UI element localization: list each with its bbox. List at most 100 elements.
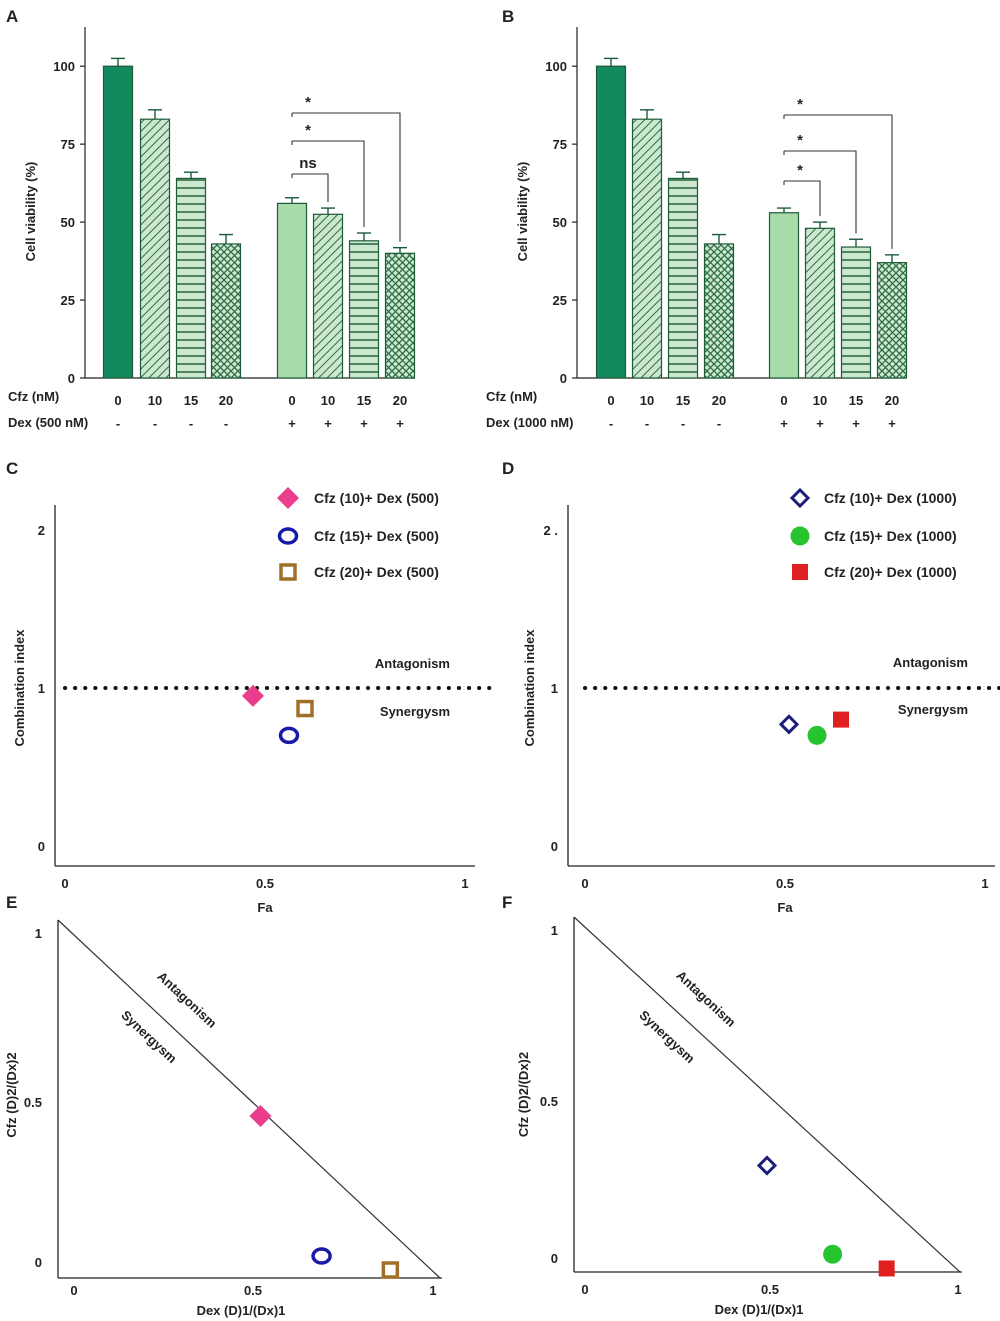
legend-label: Cfz (15)+ Dex (500)	[314, 528, 439, 544]
dex-sign-label: +	[780, 416, 788, 431]
additivity-line	[573, 916, 961, 1273]
zone-label-antagonism: Antagonism	[673, 968, 738, 1030]
x-tick-label: 15	[676, 393, 690, 408]
x-tick-label: 0	[288, 393, 295, 408]
significance-bracket	[784, 150, 857, 234]
bar	[102, 65, 134, 379]
x-tick-label: 0	[780, 393, 787, 408]
zone-label-antagonism: Antagonism	[154, 969, 219, 1031]
y-tick-label: 1	[551, 681, 558, 696]
x-axis-label: Dex (D)1/(Dx)1	[197, 1303, 286, 1318]
zone-label-synergysm: Synergysm	[118, 1007, 179, 1066]
x-axis-label: Fa	[777, 900, 793, 915]
y-tick-label: 25	[61, 293, 75, 308]
y-axis-label: Cfz (D)2/(Dx)2	[4, 1052, 19, 1137]
bar	[667, 177, 699, 379]
x-tick-label: 0	[581, 876, 588, 891]
x-axis-label: Dex (D)1/(Dx)1	[715, 1302, 804, 1317]
x-tick-label: 15	[184, 393, 198, 408]
significance-label: *	[797, 96, 803, 113]
x-tick-label: 0	[607, 393, 614, 408]
significance-bracket	[292, 112, 401, 242]
bar	[595, 65, 627, 379]
bar	[384, 252, 416, 379]
x-tick-label: 0	[70, 1283, 77, 1298]
data-point	[296, 699, 314, 718]
bar	[210, 243, 242, 379]
zone-label-antagonism: Antagonism	[893, 655, 968, 670]
dex-sign-label: -	[717, 416, 721, 431]
y-tick-label: 75	[553, 137, 567, 152]
y-axis-label: Combination index	[522, 629, 537, 747]
panel-c: C 0 1 2 0 0.5 1 Fa Combination index Antagonism Sy…	[6, 459, 497, 915]
x-tick-label: 0	[581, 1282, 588, 1297]
panel-letter: B	[502, 7, 514, 26]
significance-bracket	[292, 173, 329, 203]
data-point	[778, 714, 800, 735]
significance-label: *	[797, 162, 803, 179]
y-tick-label: 100	[545, 59, 567, 74]
y-tick-label: 50	[61, 215, 75, 230]
x-tick-label: 0	[61, 876, 68, 891]
dex-sign-label: +	[360, 416, 368, 431]
legend-marker	[789, 487, 811, 509]
y-tick-label: 25	[553, 293, 567, 308]
bar	[840, 246, 872, 379]
dex-sign-label: -	[189, 416, 193, 431]
dex-sign-label: +	[288, 416, 296, 431]
x-tick-label: 10	[640, 393, 654, 408]
bar	[276, 202, 308, 379]
bar	[175, 177, 207, 379]
legend-label: Cfz (20)+ Dex (1000)	[824, 564, 957, 580]
legend-label: Cfz (10)+ Dex (1000)	[824, 490, 957, 506]
x-tick-label: 10	[813, 393, 827, 408]
x-tick-label: 20	[885, 393, 899, 408]
legend-marker	[790, 526, 810, 546]
significance-bracket	[292, 140, 365, 228]
y-tick-label: 50	[553, 215, 567, 230]
y-tick-label: 0	[38, 839, 45, 854]
panel-letter: E	[6, 893, 17, 912]
row-label-dex: Dex (1000 nM)	[486, 415, 573, 430]
significance-label: *	[305, 94, 311, 111]
data-point	[807, 725, 827, 745]
significance-label: ns	[299, 155, 317, 172]
legend-marker	[277, 487, 299, 509]
data-point	[823, 1244, 843, 1264]
data-point	[278, 726, 300, 745]
legend-label: Cfz (20)+ Dex (500)	[314, 564, 439, 580]
y-axis-label: Cell viability (%)	[515, 162, 530, 262]
dex-sign-label: -	[116, 416, 120, 431]
y-tick-label: 0	[551, 839, 558, 854]
y-axis-label: Cell viability (%)	[23, 162, 38, 262]
data-point	[756, 1155, 778, 1176]
y-tick-label: 0.5	[24, 1095, 42, 1110]
x-tick-label: 20	[393, 393, 407, 408]
dex-sign-label: -	[224, 416, 228, 431]
bar	[876, 262, 908, 379]
y-tick-label: 1	[35, 926, 42, 941]
y-tick-label: 2 .	[544, 523, 558, 538]
bar	[139, 118, 171, 379]
panel-letter: D	[502, 459, 514, 478]
dex-sign-label: +	[324, 416, 332, 431]
panel-d: D 0 1 2 . 0 0.5 1 Fa Combination index Antagonism…	[502, 459, 1000, 915]
bar	[348, 240, 380, 379]
data-point	[311, 1247, 332, 1265]
x-tick-label: 20	[712, 393, 726, 408]
x-tick-label: 1	[954, 1282, 961, 1297]
x-tick-label: 0.5	[256, 876, 274, 891]
significance-label: *	[797, 132, 803, 149]
y-tick-label: 0	[35, 1255, 42, 1270]
additivity-line	[57, 919, 441, 1279]
data-point	[878, 1260, 895, 1277]
y-axis-label: Combination index	[12, 629, 27, 747]
x-tick-label: 15	[849, 393, 863, 408]
legend-marker	[279, 563, 297, 581]
dex-sign-label: +	[816, 416, 824, 431]
dex-sign-label: -	[153, 416, 157, 431]
legend-marker	[792, 564, 808, 580]
x-tick-label: 10	[148, 393, 162, 408]
